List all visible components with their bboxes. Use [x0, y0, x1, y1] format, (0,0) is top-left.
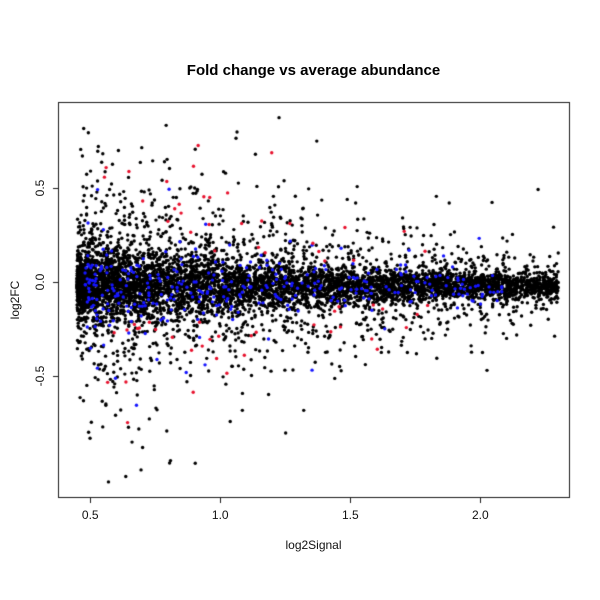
y-axis-label: log2FC — [8, 280, 22, 319]
x-tick-label-1.5: 1.5 — [341, 508, 359, 522]
y-tick-label--0.5: -0.5 — [33, 365, 47, 387]
y-tick-label-0.5: 0.5 — [33, 179, 47, 197]
x-axis-label: log2Signal — [285, 538, 342, 552]
x-tick-label-2.0: 2.0 — [471, 508, 489, 522]
x-tick-label-0.5: 0.5 — [81, 508, 99, 522]
chart-title: Fold change vs average abundance — [186, 62, 441, 79]
x-tick-label-1.0: 1.0 — [211, 508, 229, 522]
y-tick-label-0.0: 0.0 — [33, 273, 47, 291]
